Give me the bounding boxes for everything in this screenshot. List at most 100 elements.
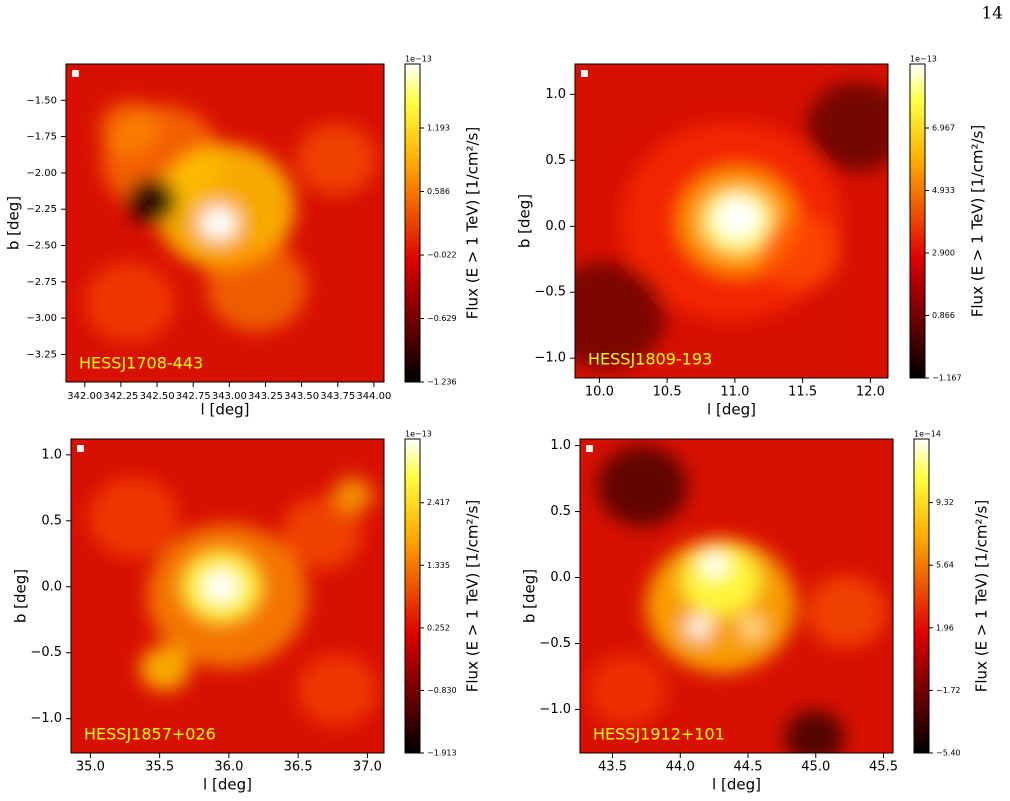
x-tick-label: 37.0 <box>353 760 382 775</box>
colorbar-offset: 1e−13 <box>405 55 432 64</box>
x-tick-label: 342.50 <box>140 391 175 402</box>
blob <box>139 645 190 691</box>
colorbar-tick-label: −1.72 <box>936 686 961 695</box>
x-tick-label: 45.0 <box>801 760 830 775</box>
blob <box>206 241 307 332</box>
legend-marker <box>72 70 79 77</box>
y-tick-label: 0.5 <box>550 504 571 519</box>
y-tick-label: 0.0 <box>41 579 62 594</box>
y-axis-label: b [deg] <box>516 194 534 248</box>
source-label: HESSJ1708-443 <box>79 354 203 373</box>
heatmap <box>71 439 384 753</box>
y-tick-label: −2.00 <box>26 168 57 179</box>
blob <box>684 614 713 641</box>
colorbar-tick-label: −0.022 <box>427 251 457 260</box>
frame <box>579 438 894 754</box>
y-tick-label: −0.5 <box>30 645 62 660</box>
colorbar-tick-label: 2.417 <box>427 498 450 507</box>
source-label: HESSJ1857+026 <box>84 725 216 744</box>
blob <box>332 477 373 514</box>
colorbar-tick-label: 6.967 <box>932 124 955 133</box>
colorbar-offset: 1e−13 <box>910 55 937 64</box>
x-tick-label: 36.5 <box>284 760 313 775</box>
x-tick-label: 10.0 <box>585 385 614 400</box>
colorbar-tick-label: 1.96 <box>936 623 954 632</box>
x-axis-label: l [deg] <box>712 776 761 794</box>
x-tick-label: 36.0 <box>214 760 243 775</box>
heatmap-blobs <box>575 81 888 370</box>
frame <box>70 438 385 754</box>
x-axis-label: l [deg] <box>707 401 756 419</box>
heatmap-blobs <box>586 445 887 753</box>
colorbar <box>404 63 421 383</box>
blob <box>203 570 240 603</box>
x-tick-label: 344.00 <box>356 391 391 402</box>
colorbar-tick-label: 9.32 <box>936 498 954 507</box>
blob <box>126 178 177 224</box>
y-tick-label: −0.5 <box>534 285 566 300</box>
colorbar-label: Flux (E > 1 TeV) [1/cm²/s] <box>973 500 991 692</box>
legend-marker <box>586 445 593 452</box>
blob <box>84 262 175 343</box>
blob <box>760 216 841 289</box>
blob <box>88 477 179 558</box>
x-axis-label: l [deg] <box>203 776 252 794</box>
blob <box>586 654 667 727</box>
x-tick-label: 343.00 <box>212 391 247 402</box>
y-tick-label: −2.75 <box>26 277 57 288</box>
colorbar-tick-label: −5.40 <box>936 749 961 758</box>
blob <box>784 710 845 753</box>
y-tick-label: 1.0 <box>545 87 566 102</box>
colorbar-tick-label: 5.64 <box>936 561 954 570</box>
heatmap <box>575 64 888 378</box>
y-tick-label: −2.50 <box>26 241 57 252</box>
y-tick-label: −1.75 <box>26 132 57 143</box>
y-tick-label: −1.0 <box>534 351 566 366</box>
x-tick-label: 342.00 <box>67 391 102 402</box>
colorbar-tick-label: 1.335 <box>427 561 450 570</box>
y-tick-label: 0.0 <box>550 570 571 585</box>
y-tick-label: −3.00 <box>26 313 57 324</box>
colorbar <box>909 63 926 379</box>
blob <box>297 654 378 727</box>
page-number: 14 <box>981 4 1003 24</box>
legend-marker <box>581 70 588 77</box>
x-tick-label: 35.0 <box>76 760 105 775</box>
colorbar-offset: 1e−14 <box>914 430 941 439</box>
x-tick-label: 11.5 <box>788 385 817 400</box>
x-tick-label: 11.0 <box>720 385 749 400</box>
colorbar-tick-label: 2.900 <box>932 249 955 258</box>
source-label: HESSJ1912+101 <box>593 725 725 744</box>
colorbar-tick-label: −1.913 <box>427 749 457 758</box>
x-tick-label: 342.25 <box>103 391 138 402</box>
colorbar-tick-label: 0.586 <box>427 187 450 196</box>
blob <box>806 575 887 648</box>
blob <box>296 123 377 196</box>
y-tick-label: −1.0 <box>30 711 62 726</box>
blob <box>806 81 888 172</box>
blob <box>575 261 667 370</box>
colorbar-tick-label: −0.830 <box>427 686 457 695</box>
colorbar-tick-label: 4.933 <box>932 186 955 195</box>
colorbar-tick-label: −1.236 <box>427 378 457 387</box>
blob <box>715 198 760 238</box>
y-tick-label: 0.5 <box>41 513 62 528</box>
y-tick-label: 1.0 <box>550 438 571 453</box>
x-tick-label: 43.5 <box>598 760 627 775</box>
x-tick-label: 343.50 <box>284 391 319 402</box>
y-tick-label: 1.0 <box>41 447 62 462</box>
y-axis-label: b [deg] <box>12 569 30 623</box>
colorbar-tick-label: −1.167 <box>932 374 962 383</box>
y-tick-label: 0.5 <box>545 153 566 168</box>
x-tick-label: 12.0 <box>856 385 885 400</box>
frame <box>65 63 385 383</box>
x-tick-label: 35.5 <box>145 760 174 775</box>
source-label: HESSJ1809-193 <box>588 350 712 369</box>
colorbar-label: Flux (E > 1 TeV) [1/cm²/s] <box>969 125 987 317</box>
blob <box>281 497 362 570</box>
blob <box>740 616 765 639</box>
y-tick-label: −0.5 <box>539 636 571 651</box>
colorbar-offset: 1e−13 <box>405 430 432 439</box>
heatmap-blobs <box>88 477 378 727</box>
